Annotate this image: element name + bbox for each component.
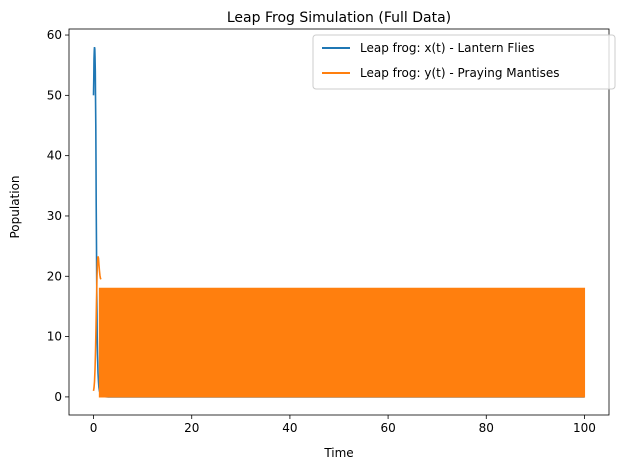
x-axis-ticks: 0 20 40 60 80 100: [90, 415, 596, 435]
series-line-praying-mantises: [92, 256, 102, 392]
y-axis-label: Population: [8, 175, 22, 238]
x-axis-label: Time: [323, 446, 353, 460]
axes-frame: [68, 28, 610, 416]
x-tick-label: 40: [282, 421, 297, 435]
y-tick-label: 10: [47, 330, 62, 344]
legend-label-lantern-flies: Leap frog: x(t) - Lantern Flies: [360, 41, 535, 55]
y-tick-label: 0: [54, 390, 62, 404]
x-tick-label: 100: [573, 421, 596, 435]
y-tick-label: 60: [47, 28, 62, 42]
chart-title: Leap Frog Simulation (Full Data): [227, 10, 451, 26]
legend: Leap frog: x(t) - Lantern Flies Leap fro…: [312, 34, 616, 90]
x-tick-label: 80: [479, 421, 494, 435]
legend-box: [312, 34, 616, 90]
y-tick-label: 40: [47, 149, 62, 163]
y-tick-label: 20: [47, 269, 62, 283]
y-tick-label: 50: [47, 88, 62, 102]
y-axis-ticks: 0 10 20 30 40 50 60: [47, 28, 69, 404]
y-tick-label: 30: [47, 209, 62, 223]
plot-area: [92, 46, 586, 398]
legend-label-praying-mantises: Leap frog: y(t) - Praying Mantises: [360, 66, 560, 80]
x-tick-label: 20: [184, 421, 199, 435]
plot-frame: [68, 28, 610, 416]
x-tick-label: 0: [90, 421, 98, 435]
x-tick-label: 60: [380, 421, 395, 435]
series-band-praying-mantises: [98, 287, 586, 398]
